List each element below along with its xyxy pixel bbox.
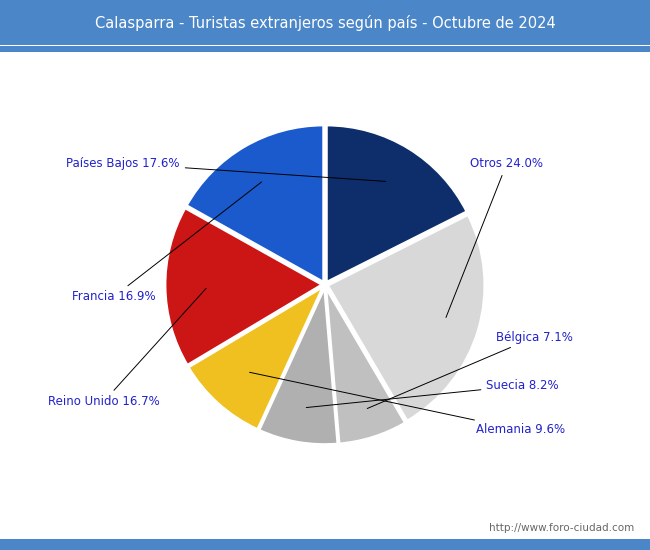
Wedge shape [259, 287, 338, 444]
Text: http://www.foro-ciudad.com: http://www.foro-ciudad.com [489, 523, 634, 533]
Text: Francia 16.9%: Francia 16.9% [72, 182, 261, 303]
Text: Países Bajos 17.6%: Países Bajos 17.6% [66, 157, 385, 182]
Text: Calasparra - Turistas extranjeros según país - Octubre de 2024: Calasparra - Turistas extranjeros según … [95, 14, 555, 31]
Wedge shape [188, 287, 323, 430]
Text: Bélgica 7.1%: Bélgica 7.1% [367, 331, 573, 409]
Text: Otros 24.0%: Otros 24.0% [446, 157, 543, 317]
Wedge shape [165, 208, 322, 365]
Text: Suecia 8.2%: Suecia 8.2% [306, 379, 559, 408]
Text: Alemania 9.6%: Alemania 9.6% [250, 372, 566, 436]
Wedge shape [326, 287, 406, 444]
Wedge shape [326, 125, 467, 282]
Wedge shape [187, 125, 324, 282]
Wedge shape [328, 214, 485, 421]
Text: Reino Unido 16.7%: Reino Unido 16.7% [48, 288, 206, 408]
